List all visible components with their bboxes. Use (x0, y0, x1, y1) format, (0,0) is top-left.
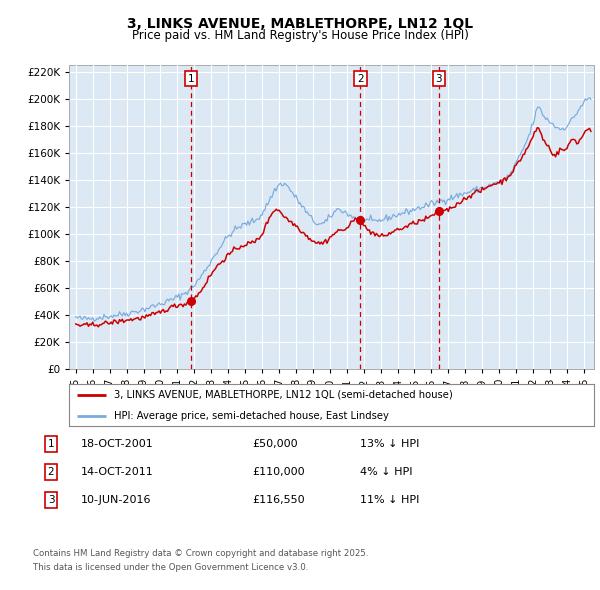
Text: 3, LINKS AVENUE, MABLETHORPE, LN12 1QL: 3, LINKS AVENUE, MABLETHORPE, LN12 1QL (127, 17, 473, 31)
Text: 3: 3 (47, 496, 55, 505)
Text: £110,000: £110,000 (252, 467, 305, 477)
Text: 1: 1 (188, 74, 194, 84)
Text: £116,550: £116,550 (252, 496, 305, 505)
Text: 2: 2 (47, 467, 55, 477)
Text: Price paid vs. HM Land Registry's House Price Index (HPI): Price paid vs. HM Land Registry's House … (131, 30, 469, 42)
Text: 14-OCT-2011: 14-OCT-2011 (81, 467, 154, 477)
Text: 11% ↓ HPI: 11% ↓ HPI (360, 496, 419, 505)
Text: 13% ↓ HPI: 13% ↓ HPI (360, 439, 419, 448)
Text: 3: 3 (436, 74, 442, 84)
Text: 1: 1 (47, 439, 55, 448)
Text: £50,000: £50,000 (252, 439, 298, 448)
Text: This data is licensed under the Open Government Licence v3.0.: This data is licensed under the Open Gov… (33, 563, 308, 572)
Text: HPI: Average price, semi-detached house, East Lindsey: HPI: Average price, semi-detached house,… (113, 411, 389, 421)
Text: 18-OCT-2001: 18-OCT-2001 (81, 439, 154, 448)
Text: 4% ↓ HPI: 4% ↓ HPI (360, 467, 413, 477)
Text: 10-JUN-2016: 10-JUN-2016 (81, 496, 151, 505)
Text: Contains HM Land Registry data © Crown copyright and database right 2025.: Contains HM Land Registry data © Crown c… (33, 549, 368, 558)
Text: 2: 2 (357, 74, 364, 84)
Text: 3, LINKS AVENUE, MABLETHORPE, LN12 1QL (semi-detached house): 3, LINKS AVENUE, MABLETHORPE, LN12 1QL (… (113, 389, 452, 399)
